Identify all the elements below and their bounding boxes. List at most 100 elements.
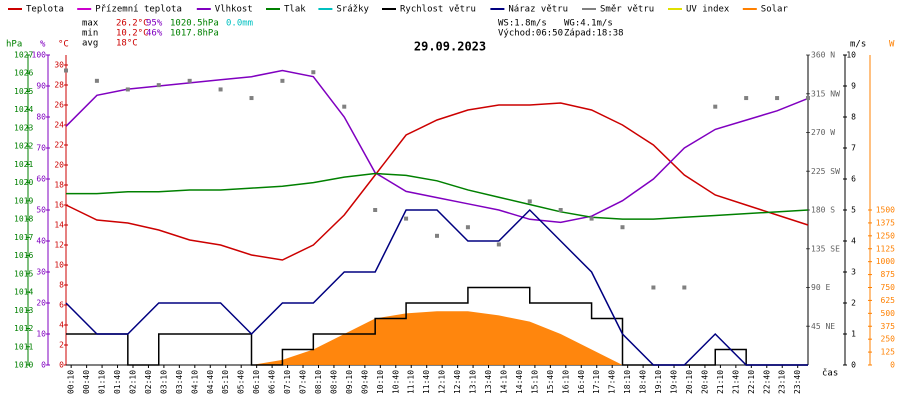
y-tick-label: 125 [881, 348, 896, 357]
y-tick-label: 60 [36, 175, 46, 184]
direction-point [125, 87, 130, 92]
x-tick-label: 08:40 [329, 370, 338, 394]
direction-point [558, 208, 563, 212]
stat-text: 95% [146, 19, 163, 29]
direction-point [311, 70, 316, 75]
axis-unit: m/s [850, 40, 866, 50]
x-tick-label: 20:40 [700, 370, 709, 394]
x-tick-label: 19:10 [654, 370, 663, 394]
x-tick-label: 23:10 [778, 370, 787, 394]
x-tick-label: 04:40 [206, 370, 215, 394]
y-tick-label: 1 [851, 330, 856, 339]
x-tick-label: 00:40 [82, 370, 91, 394]
y-tick-label: 100 [32, 51, 47, 60]
y-tick-label: 90 [36, 82, 46, 91]
y-tick-label: 0 [41, 361, 46, 370]
y-tick-label: 1250 [876, 231, 895, 240]
y-tick-label: 0 [890, 361, 895, 370]
x-tick-label: 10:10 [376, 370, 385, 394]
y-tick-label: 1026 [14, 69, 33, 78]
y-tick-label: 225 SW [811, 167, 840, 176]
stat-text: 46% [146, 29, 163, 39]
y-tick-label: 1125 [876, 244, 895, 253]
solar-area [66, 311, 808, 365]
x-tick-label: 21:10 [716, 370, 725, 394]
y-tick-label: 26 [54, 101, 64, 110]
direction-point [806, 96, 810, 101]
y-tick-label: 7 [851, 144, 856, 153]
y-tick-label: 20 [54, 161, 64, 170]
series-line [65, 208, 808, 366]
legend-label: Vlhkost [215, 5, 253, 15]
x-tick-label: 05:40 [237, 370, 246, 394]
x-tick-label: 16:40 [577, 370, 586, 394]
y-tick-label: 875 [881, 270, 896, 279]
x-tick-label: 17:40 [608, 370, 617, 394]
y-tick-label: 1025 [14, 87, 33, 96]
y-tick-label: 18 [54, 181, 64, 190]
x-tick-label: 07:40 [299, 370, 308, 394]
x-tick-label: 06:10 [252, 370, 261, 394]
y-tick-label: 30 [54, 61, 64, 70]
chart-title: 29.09.2023 [414, 40, 486, 54]
y-tick-label: 2 [59, 341, 64, 350]
x-tick-label: 14:40 [515, 370, 524, 394]
direction-point [249, 96, 254, 101]
stat-text: 10.2°C [116, 29, 149, 39]
stat-text: Východ:06:50 [498, 29, 563, 39]
x-tick-label: 11:10 [407, 370, 416, 394]
x-tick-label: 14:10 [499, 370, 508, 394]
y-tick-label: 1013 [14, 306, 33, 315]
stat-text: WS:1.8m/s [498, 19, 547, 29]
stat-text: 1017.8hPa [170, 29, 219, 39]
y-tick-label: 50 [36, 206, 46, 215]
legend-label: Náraz větru [508, 5, 568, 15]
legend-label: UV index [686, 5, 730, 15]
x-tick-label: 02:40 [144, 370, 153, 394]
y-tick-label: 22 [54, 141, 64, 150]
direction-point [682, 285, 687, 290]
x-tick-label: 01:40 [113, 370, 122, 394]
direction-point [187, 78, 192, 83]
x-tick-label: 05:10 [221, 370, 230, 394]
y-tick-label: 375 [881, 322, 896, 331]
stat-text: avg [82, 39, 98, 49]
y-tick-label: 16 [54, 201, 64, 210]
y-tick-label: 1016 [14, 251, 33, 260]
x-tick-label: 08:10 [314, 370, 323, 394]
y-tick-label: 1021 [14, 160, 33, 169]
y-tick-label: 28 [54, 81, 64, 90]
x-tick-label: 15:10 [530, 370, 539, 394]
y-tick-label: 4 [59, 321, 64, 330]
y-tick-label: 135 SE [811, 244, 840, 253]
y-tick-label: 1375 [876, 218, 895, 227]
direction-point [342, 104, 347, 109]
y-tick-label: 1015 [14, 269, 33, 278]
y-tick-label: 1020 [14, 178, 33, 187]
stat-text: WG:4.1m/s [564, 19, 613, 29]
direction-point [373, 208, 378, 212]
x-tick-label: 15:40 [546, 370, 555, 394]
y-tick-label: 180 S [811, 206, 835, 215]
y-tick-label: 360 N [811, 51, 835, 60]
y-tick-label: 1019 [14, 196, 33, 205]
stat-text: 1020.5hPa [170, 19, 219, 29]
x-tick-label: 03:40 [175, 370, 184, 394]
x-tick-label: 02:10 [128, 370, 137, 394]
y-tick-label: 1012 [14, 324, 33, 333]
direction-point [404, 216, 409, 221]
x-tick-label: 21:40 [731, 370, 740, 394]
y-tick-label: 12 [54, 241, 64, 250]
y-tick-label: 5 [851, 206, 856, 215]
direction-point [435, 233, 439, 238]
direction-point [280, 78, 285, 83]
direction-point [156, 83, 161, 88]
x-tick-label: 12:10 [438, 370, 447, 394]
legend-label: Solar [761, 5, 789, 15]
x-tick-label: 11:40 [422, 370, 431, 394]
y-tick-label: 1010 [14, 361, 33, 370]
direction-point [651, 285, 656, 290]
axis-unit: °C [58, 40, 69, 50]
y-tick-label: 45 NE [811, 322, 835, 331]
axis-unit: W [889, 40, 895, 50]
